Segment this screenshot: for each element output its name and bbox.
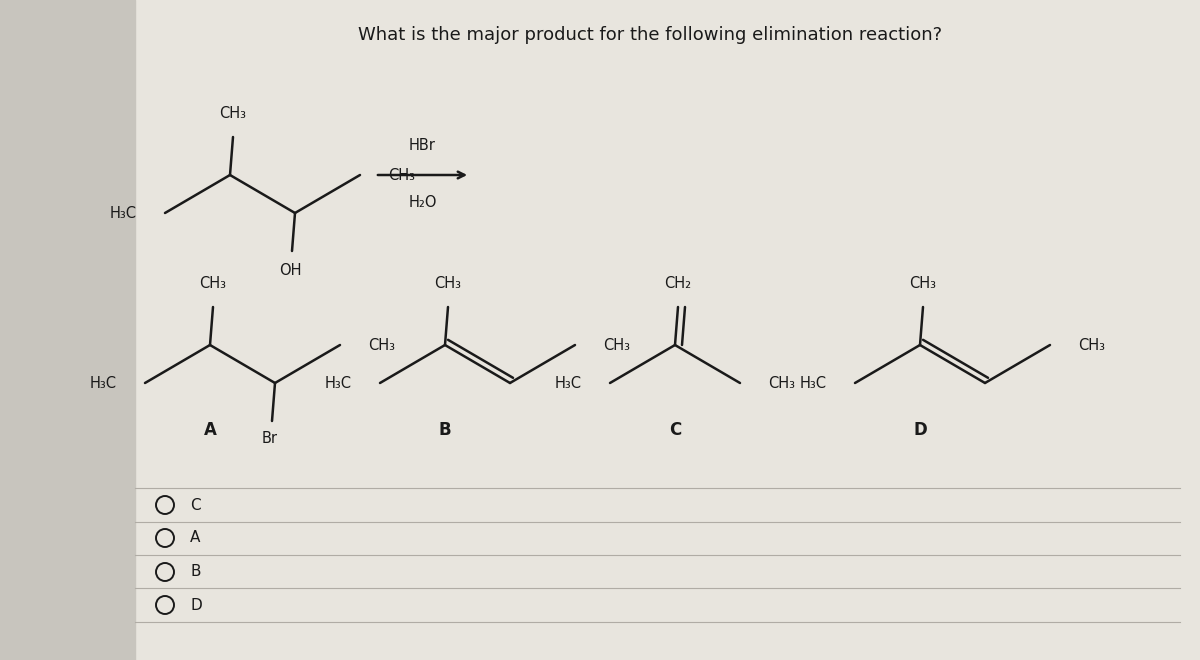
Text: CH₂: CH₂ <box>665 276 691 291</box>
Text: H₃C: H₃C <box>800 376 827 391</box>
Text: CH₃: CH₃ <box>368 337 395 352</box>
Text: What is the major product for the following elimination reaction?: What is the major product for the follow… <box>358 26 942 44</box>
Text: C: C <box>668 421 682 439</box>
Text: OH: OH <box>278 263 301 278</box>
Text: C: C <box>190 498 200 513</box>
Text: B: B <box>190 564 200 579</box>
Text: CH₃: CH₃ <box>388 168 415 183</box>
Text: A: A <box>190 531 200 546</box>
Text: B: B <box>439 421 451 439</box>
Text: H₃C: H₃C <box>325 376 352 391</box>
Text: D: D <box>913 421 926 439</box>
Text: Br: Br <box>262 431 278 446</box>
Text: H₃C: H₃C <box>90 376 118 391</box>
Text: H₃C: H₃C <box>554 376 582 391</box>
Text: H₃C: H₃C <box>110 205 137 220</box>
Text: A: A <box>204 421 216 439</box>
Text: D: D <box>190 597 202 612</box>
Text: CH₃: CH₃ <box>434 276 462 291</box>
Text: CH₃: CH₃ <box>199 276 227 291</box>
Text: CH₃: CH₃ <box>910 276 936 291</box>
Text: CH₃: CH₃ <box>604 337 630 352</box>
Text: H₂O: H₂O <box>408 195 437 210</box>
Text: CH₃: CH₃ <box>1078 337 1105 352</box>
Text: CH₃: CH₃ <box>768 376 796 391</box>
Text: CH₃: CH₃ <box>220 106 246 121</box>
Text: HBr: HBr <box>409 138 436 153</box>
